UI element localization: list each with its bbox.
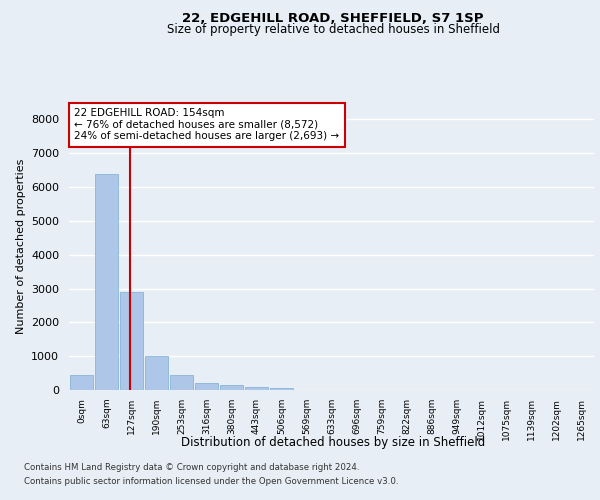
Bar [195,383,218,390]
Bar [95,174,118,390]
Y-axis label: Number of detached properties: Number of detached properties [16,158,26,334]
Text: Size of property relative to detached houses in Sheffield: Size of property relative to detached ho… [167,22,500,36]
Bar [245,386,268,390]
Text: 22 EDGEHILL ROAD: 154sqm
← 76% of detached houses are smaller (8,572)
24% of sem: 22 EDGEHILL ROAD: 154sqm ← 76% of detach… [74,108,340,142]
Text: Distribution of detached houses by size in Sheffield: Distribution of detached houses by size … [181,436,485,449]
Bar [70,375,93,390]
Bar [220,385,243,390]
Bar [145,356,168,390]
Bar [120,292,143,390]
Text: 22, EDGEHILL ROAD, SHEFFIELD, S7 1SP: 22, EDGEHILL ROAD, SHEFFIELD, S7 1SP [182,12,484,26]
Bar [270,388,293,390]
Bar [170,375,193,390]
Text: Contains HM Land Registry data © Crown copyright and database right 2024.: Contains HM Land Registry data © Crown c… [24,464,359,472]
Text: Contains public sector information licensed under the Open Government Licence v3: Contains public sector information licen… [24,477,398,486]
